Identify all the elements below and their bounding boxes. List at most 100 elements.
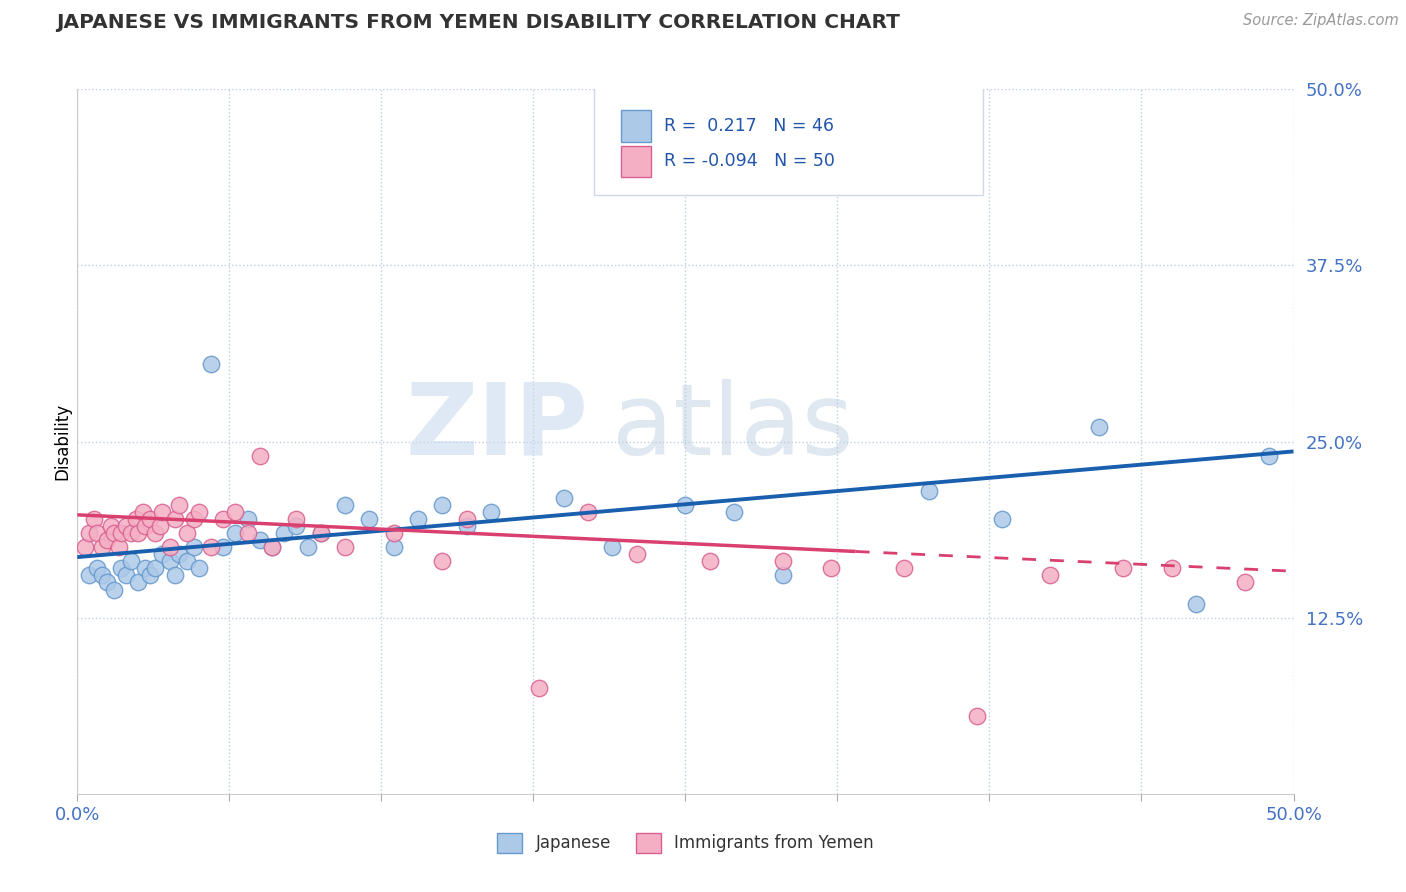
Point	[553, 491, 575, 505]
Text: JAPANESE VS IMMIGRANTS FROM YEMEN DISABILITY CORRELATION CHART: JAPANESE VS IMMIGRANTS FROM YEMEN DISABI…	[56, 13, 900, 32]
Point	[120, 526, 142, 541]
Point	[224, 526, 246, 541]
Text: R =  0.217   N = 46: R = 0.217 N = 46	[664, 117, 834, 135]
Point	[382, 540, 405, 554]
Point	[723, 505, 745, 519]
Point	[176, 526, 198, 541]
Point	[236, 512, 259, 526]
Point	[176, 554, 198, 568]
Point	[115, 519, 138, 533]
Point	[893, 561, 915, 575]
Point	[966, 709, 988, 723]
Point	[110, 526, 132, 541]
Point	[456, 512, 478, 526]
Point	[83, 512, 105, 526]
Point	[163, 512, 186, 526]
Point	[163, 568, 186, 582]
Point	[73, 540, 96, 554]
Point	[79, 526, 101, 541]
Point	[79, 568, 101, 582]
Point	[90, 540, 112, 554]
Point	[820, 561, 842, 575]
Point	[1039, 568, 1062, 582]
Point	[188, 561, 211, 575]
Point	[675, 498, 697, 512]
Point	[143, 526, 166, 541]
Point	[309, 526, 332, 541]
Point	[309, 526, 332, 541]
Point	[1185, 597, 1208, 611]
Point	[456, 519, 478, 533]
Point	[125, 512, 148, 526]
Point	[432, 554, 454, 568]
Point	[96, 533, 118, 548]
Point	[200, 540, 222, 554]
Bar	[621, 145, 651, 178]
Point	[159, 554, 181, 568]
Point	[1258, 449, 1281, 463]
Point	[359, 512, 381, 526]
Point	[602, 540, 624, 554]
Text: Source: ZipAtlas.com: Source: ZipAtlas.com	[1243, 13, 1399, 29]
Point	[249, 533, 271, 548]
Point	[134, 519, 156, 533]
Point	[576, 505, 599, 519]
Point	[1161, 561, 1184, 575]
Point	[115, 568, 138, 582]
Point	[918, 483, 941, 498]
Text: R = -0.094   N = 50: R = -0.094 N = 50	[664, 152, 834, 170]
Point	[107, 540, 129, 554]
Point	[273, 526, 295, 541]
Point	[139, 568, 162, 582]
Point	[149, 519, 172, 533]
Point	[212, 512, 235, 526]
Point	[1088, 420, 1111, 434]
Point	[772, 554, 794, 568]
Point	[152, 505, 174, 519]
Point	[1233, 575, 1256, 590]
Point	[169, 498, 191, 512]
Point	[96, 575, 118, 590]
Point	[134, 561, 156, 575]
Point	[159, 540, 181, 554]
Point	[382, 526, 405, 541]
Point	[143, 561, 166, 575]
Point	[120, 554, 142, 568]
Point	[990, 512, 1012, 526]
Point	[260, 540, 283, 554]
Point	[224, 505, 246, 519]
Point	[333, 498, 356, 512]
Point	[772, 568, 794, 582]
Legend: Japanese, Immigrants from Yemen: Japanese, Immigrants from Yemen	[491, 826, 880, 860]
Point	[1112, 561, 1135, 575]
Point	[260, 540, 283, 554]
Point	[333, 540, 356, 554]
Point	[699, 554, 721, 568]
Point	[479, 505, 502, 519]
Point	[169, 547, 191, 561]
Point	[100, 519, 122, 533]
Point	[626, 547, 648, 561]
Point	[249, 449, 271, 463]
Point	[183, 512, 205, 526]
Point	[127, 526, 149, 541]
Point	[529, 681, 551, 696]
Point	[152, 547, 174, 561]
Text: ZIP: ZIP	[405, 379, 588, 476]
Point	[297, 540, 319, 554]
Point	[127, 575, 149, 590]
Point	[110, 561, 132, 575]
FancyBboxPatch shape	[595, 86, 983, 194]
Point	[432, 498, 454, 512]
Point	[188, 505, 211, 519]
Point	[285, 519, 308, 533]
Point	[86, 526, 108, 541]
Point	[406, 512, 429, 526]
Point	[103, 582, 125, 597]
Point	[86, 561, 108, 575]
Point	[236, 526, 259, 541]
Text: atlas: atlas	[613, 379, 853, 476]
Point	[103, 526, 125, 541]
Bar	[621, 111, 651, 142]
Y-axis label: Disability: Disability	[53, 403, 72, 480]
